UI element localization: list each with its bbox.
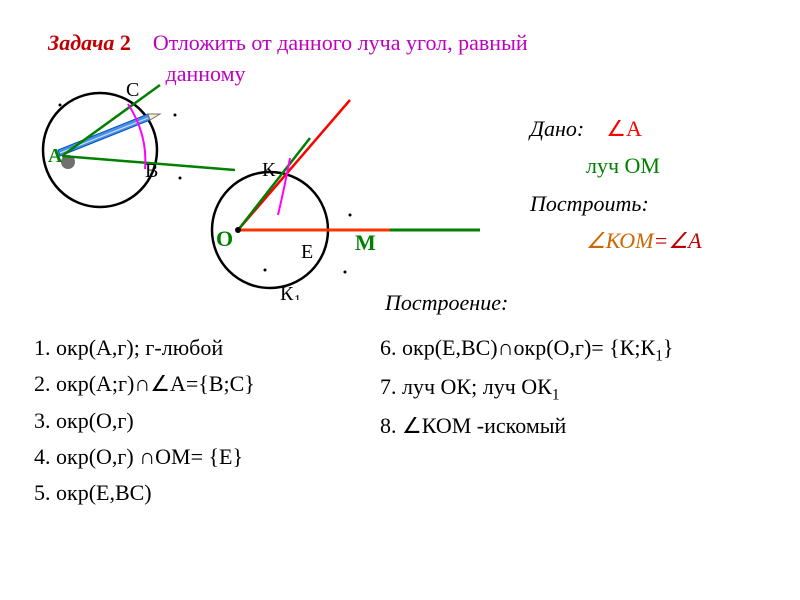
step-2: 2. окр(А;г)∩∠А={В;С} [34, 366, 255, 402]
step-5: 5. окр(Е,ВС) [34, 475, 255, 511]
svg-text:Е: Е [301, 241, 313, 263]
given-angle-a: ∠А [606, 116, 642, 141]
build-eq: = [654, 228, 669, 253]
step-4: 4. окр(О,г) ∩ОМ= {Е} [34, 439, 255, 475]
step-3: 3. окр(О,г) [34, 403, 255, 439]
step-6: 6. окр(Е,ВС)∩окр(О,г)= {К;К1} [380, 330, 673, 369]
zadacha-label: Задача [48, 30, 114, 55]
build-a: ∠А [668, 228, 701, 253]
steps-right: 6. окр(Е,ВС)∩окр(О,г)= {К;К1} 7. луч ОК;… [380, 330, 673, 444]
step-1: 1. окр(А,г); г-любой [34, 330, 255, 366]
title-text-1: Отложить от данного луча угол, равный [153, 30, 528, 55]
svg-text:О: О [216, 226, 233, 251]
svg-text:В: В [145, 160, 158, 182]
svg-text:А: А [48, 145, 63, 167]
given-ray-om: луч ОМ [586, 153, 660, 178]
zadacha-num: 2 [120, 30, 131, 55]
postroit-label: Построить: [530, 191, 649, 216]
build-kom: ∠КОМ [586, 228, 654, 253]
dano-label: Дано: [530, 116, 584, 141]
svg-text:С: С [126, 79, 139, 101]
svg-text:1: 1 [294, 293, 301, 300]
steps-left: 1. окр(А,г); г-любой 2. окр(А;г)∩∠А={В;С… [34, 330, 255, 511]
step-7: 7. луч ОК; луч ОК1 [380, 369, 673, 408]
diagram: АВСКК1ОЕМ [20, 70, 500, 300]
svg-text:М: М [355, 230, 376, 255]
svg-text:К: К [280, 283, 294, 300]
given-block: Дано: ∠А луч ОМ Построить: ∠КОМ=∠А [530, 110, 702, 260]
svg-text:К: К [262, 159, 276, 181]
step-8: 8. ∠КОМ -искомый [380, 408, 673, 444]
